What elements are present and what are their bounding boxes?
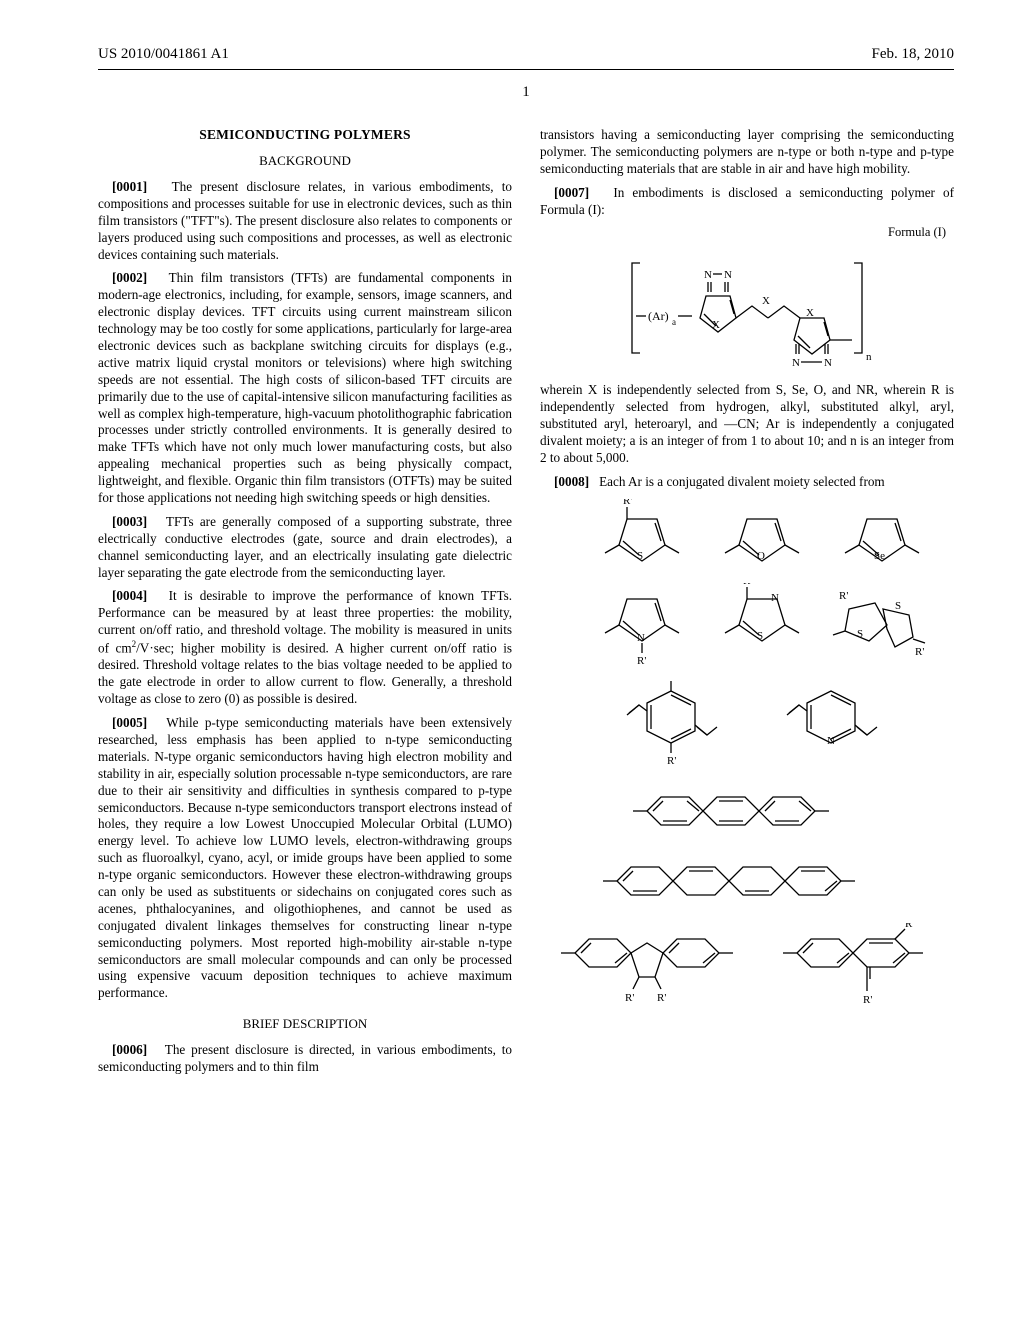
chem-n1: N [704,269,712,281]
para-0004: [0004] It is desirable to improve the pe… [98,588,512,708]
para-0006: [0006] The present disclosure is directe… [98,1042,512,1076]
para-text: Each Ar is a conjugated divalent moiety … [599,474,885,489]
chem-ar: (Ar) [648,309,669,323]
para-num: [0007] [554,185,589,200]
svg-text:S: S [757,630,763,642]
svg-text:S: S [895,600,901,612]
row4 [540,783,954,839]
two-column-layout: SEMICONDUCTING POLYMERS BACKGROUND [0001… [98,127,954,1083]
para-num: [0008] [554,474,589,489]
para-num: [0003] [112,514,147,529]
header-rule [98,69,954,70]
chem-x3: X [806,307,814,319]
para-0003: [0003] TFTs are generally composed of a … [98,514,512,582]
row5 [540,853,954,909]
para-0001: [0001] The present disclosure relates, i… [98,179,512,263]
svg-text:R': R' [839,590,848,602]
para-num: [0005] [112,715,147,730]
svg-text:Se: Se [874,550,885,562]
para-text: The present disclosure is directed, in v… [98,1042,512,1074]
para-0008: [0008] Each Ar is a conjugated divalent … [540,474,954,491]
left-column: SEMICONDUCTING POLYMERS BACKGROUND [0001… [98,127,512,1083]
para-text: Thin film transistors (TFTs) are fundame… [98,270,512,505]
background-heading: BACKGROUND [98,153,512,169]
formula-svg: n (Ar) a X N [612,248,882,368]
ar-moieties: S R' O [540,499,954,1013]
svg-text:O: O [757,550,765,562]
brief-heading: BRIEF DESCRIPTION [98,1016,512,1032]
chem-n3: N [792,357,800,368]
wherein-text: wherein X is independently selected from… [540,382,954,466]
svg-text:R': R' [625,992,634,1004]
para-text: The present disclosure relates, in vario… [98,179,512,262]
chem-n4: N [824,357,832,368]
para-text: TFTs are generally composed of a support… [98,514,512,580]
publication-date: Feb. 18, 2010 [872,46,955,63]
svg-text:N: N [771,592,779,604]
para-0007: [0007] In embodiments is disclosed a sem… [540,185,954,219]
svg-text:R': R' [667,755,676,767]
chem-x1: X [712,319,720,331]
formula-label: Formula (I) [540,225,954,240]
row3: R' R' N [540,679,954,769]
chem-a: a [672,317,676,327]
para-num: [0006] [112,1042,147,1057]
publication-number: US 2010/0041861 A1 [98,46,229,63]
para-text-b: /V·sec; higher mobility is desired. A hi… [98,641,512,707]
svg-text:N: N [637,632,645,644]
svg-text:R': R' [915,646,924,658]
page-header: US 2010/0041861 A1 Feb. 18, 2010 [98,46,954,63]
formula-I-structure: n (Ar) a X N [540,248,954,368]
document-title: SEMICONDUCTING POLYMERS [98,127,512,143]
page-number: 1 [98,84,954,101]
svg-text:N: N [827,735,835,747]
svg-text:R': R' [863,994,872,1006]
patent-page: US 2010/0041861 A1 Feb. 18, 2010 1 SEMIC… [0,0,1024,1123]
svg-text:S: S [637,550,643,562]
svg-text:S: S [857,628,863,640]
svg-text:R': R' [637,655,646,665]
row6: R' R' R' R' [540,923,954,1013]
para-0005: [0005] While p-type semiconducting mater… [98,715,512,1002]
para-num: [0002] [112,270,147,285]
svg-text:R': R' [623,499,632,507]
svg-text:R': R' [905,923,914,930]
chem-x2: X [762,295,770,307]
svg-text:R': R' [743,583,752,587]
para-0006-cont: transistors having a semiconducting laye… [540,127,954,178]
para-num: [0001] [112,179,147,194]
para-num: [0004] [112,588,147,603]
svg-text:R': R' [667,679,676,681]
row2: N R' S N R' [540,583,954,665]
para-text: While p-type semiconducting materials ha… [98,715,512,1000]
svg-text:R': R' [657,992,666,1004]
chem-n2: N [724,269,732,281]
para-text: In embodiments is disclosed a semiconduc… [540,185,954,217]
chem-n: n [866,351,872,363]
row1: S R' O [540,499,954,569]
para-0002: [0002] Thin film transistors (TFTs) are … [98,270,512,506]
right-column: transistors having a semiconducting laye… [540,127,954,1083]
